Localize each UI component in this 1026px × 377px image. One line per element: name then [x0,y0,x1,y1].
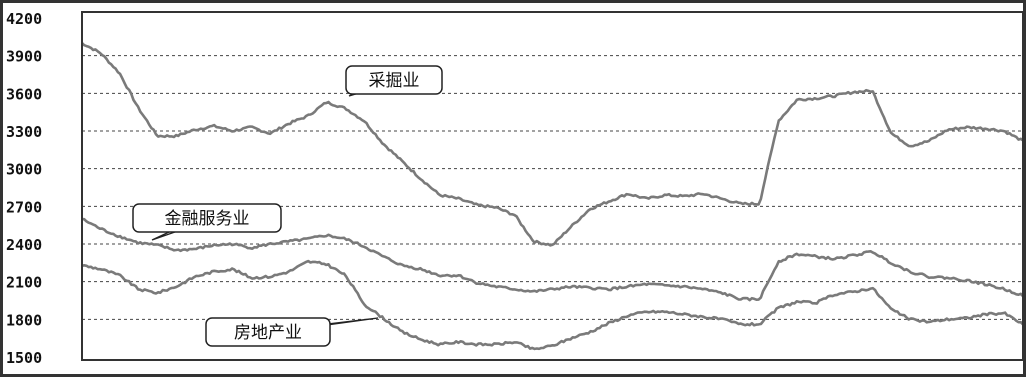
y-tick-label: 2400 [6,236,42,254]
y-tick-label: 3900 [6,48,42,66]
series-callout-1: 金融服务业 [132,203,282,241]
y-tick-label: 3300 [6,123,42,141]
callout-box [205,317,331,347]
series-callout-2: 房地产业 [205,317,379,347]
callout-box [345,65,443,95]
plot-frame [81,11,1024,361]
series-layer [81,42,1024,351]
y-tick-label: 2100 [6,274,42,292]
y-tick-label: 3600 [6,85,42,103]
series-line-2 [81,259,1024,351]
series-line-1 [81,217,1024,302]
y-tick-label: 4200 [6,10,42,28]
y-tick-label: 3000 [6,161,42,179]
y-tick-label: 1800 [6,311,42,329]
y-tick-label: 1500 [6,349,42,367]
y-axis-ticks: 4200 3900 3600 3300 3000 2700 2400 2100 1800 1500 [6,10,42,367]
callout-box [132,203,282,233]
y-tick-label: 2700 [6,198,42,216]
series-label: 采掘业 [369,71,420,91]
series-line-0 [81,42,1024,247]
grid-layer [82,55,1023,320]
series-callout-0: 采掘业 [345,65,443,97]
series-label: 房地产业 [234,323,302,343]
series-label: 金融服务业 [165,209,250,229]
